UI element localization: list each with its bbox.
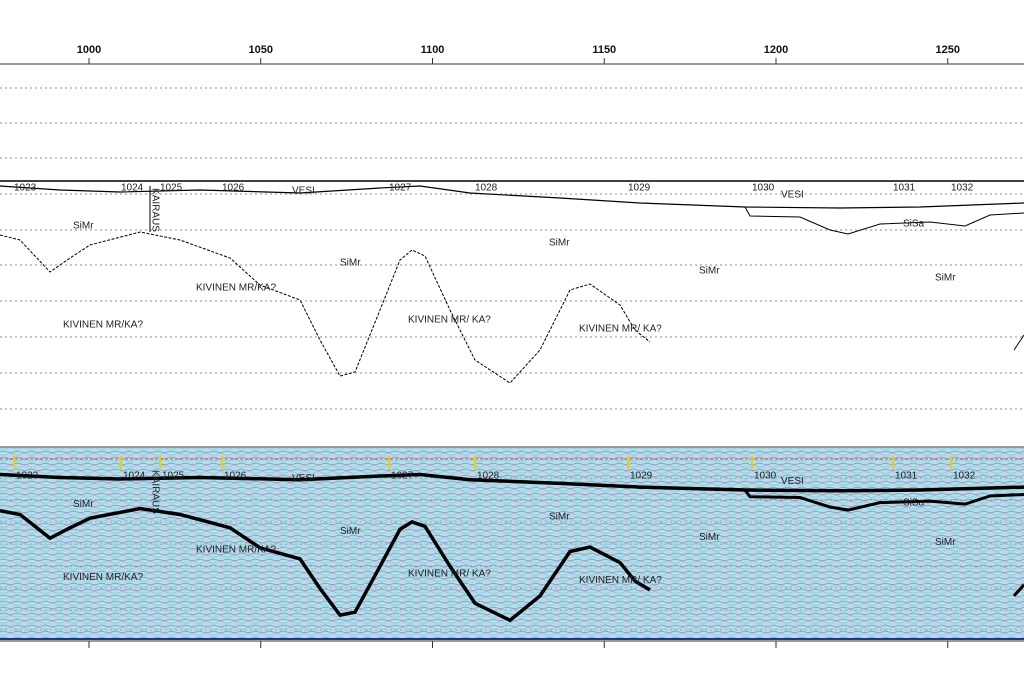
layer-label: KIVINEN MR/ KA? — [408, 315, 491, 326]
fixpoint-label: 1029 — [630, 471, 653, 482]
fixpoint-label: 1032 — [953, 471, 976, 482]
layer-label: VESI — [292, 186, 315, 197]
fixpoint-label: 1023 — [14, 183, 37, 194]
layer-label: KIVINEN MR/KA? — [196, 283, 276, 294]
kairaus-label: KAIRAUS — [149, 470, 160, 514]
layer-label: VESI — [781, 476, 804, 487]
x-tick-label: 1000 — [77, 44, 101, 56]
fixpoint-label: 1030 — [752, 183, 775, 194]
layer-label: KIVINEN MR/ KA? — [579, 575, 662, 586]
layer-label: SiSa — [903, 219, 925, 230]
bedrock-line — [0, 231, 651, 384]
layer-label: SiSa — [903, 497, 925, 508]
fixpoint-label: 1027 — [391, 471, 414, 482]
layer-label: KIVINEN MR/KA? — [63, 572, 143, 583]
x-tick-label: 1050 — [249, 44, 273, 56]
bedrock-line — [1013, 334, 1024, 351]
fixpoint-label: 1026 — [222, 183, 245, 194]
fixpoint-label: 1031 — [895, 471, 918, 482]
layer-label: SiMr — [340, 526, 361, 537]
kairaus-label: KAIRAUS — [149, 188, 160, 232]
layer-label: SiMr — [73, 221, 94, 232]
layer-label: KIVINEN MR/KA? — [196, 545, 276, 556]
fixpoint-label: 1025 — [160, 183, 183, 194]
x-tick-label: 1250 — [936, 44, 960, 56]
bedrock-line — [0, 506, 651, 623]
fixpoint-label: 1023 — [16, 471, 39, 482]
fixpoint-label: 1028 — [477, 471, 500, 482]
fixpoint-label: 1024 — [121, 183, 144, 194]
layer-label: SiMr — [935, 537, 956, 548]
fixpoint-label: 1026 — [224, 471, 247, 482]
fixpoint-label: 1027 — [389, 183, 412, 194]
fixpoint-label: 1032 — [951, 183, 974, 194]
layer-label: SiMr — [699, 266, 720, 277]
seabed-line — [0, 472, 1024, 493]
layer-label: KIVINEN MR/ KA? — [408, 568, 491, 579]
seabed-line — [0, 185, 1024, 209]
layer-label: SiMr — [549, 511, 570, 522]
fixpoint-label: 1024 — [123, 471, 146, 482]
bedrock-line — [1012, 583, 1024, 597]
x-tick-label: 1100 — [421, 44, 445, 56]
fixpoint-label: 1030 — [754, 471, 777, 482]
fixpoint-label: 1031 — [893, 183, 916, 194]
layer-label: SiMr — [699, 532, 720, 543]
x-tick-label: 1200 — [764, 44, 788, 56]
layer-label: KIVINEN MR/ KA? — [579, 324, 662, 335]
fixpoint-label: 1028 — [475, 183, 498, 194]
layer-label: SiMr — [549, 238, 570, 249]
layer-label: KIVINEN MR/KA? — [63, 320, 143, 331]
layer-label: SiMr — [340, 258, 361, 269]
layer-label: SiMr — [73, 499, 94, 510]
fixpoint-label: 1029 — [628, 183, 651, 194]
layer-label: VESI — [781, 190, 804, 201]
layer-label: SiMr — [935, 273, 956, 284]
sisa-line — [744, 206, 1024, 235]
layer-label: VESI — [292, 473, 315, 484]
x-tick-label: 1150 — [592, 44, 616, 56]
sisa-line — [743, 489, 1024, 512]
fixpoint-label: 1025 — [162, 471, 185, 482]
